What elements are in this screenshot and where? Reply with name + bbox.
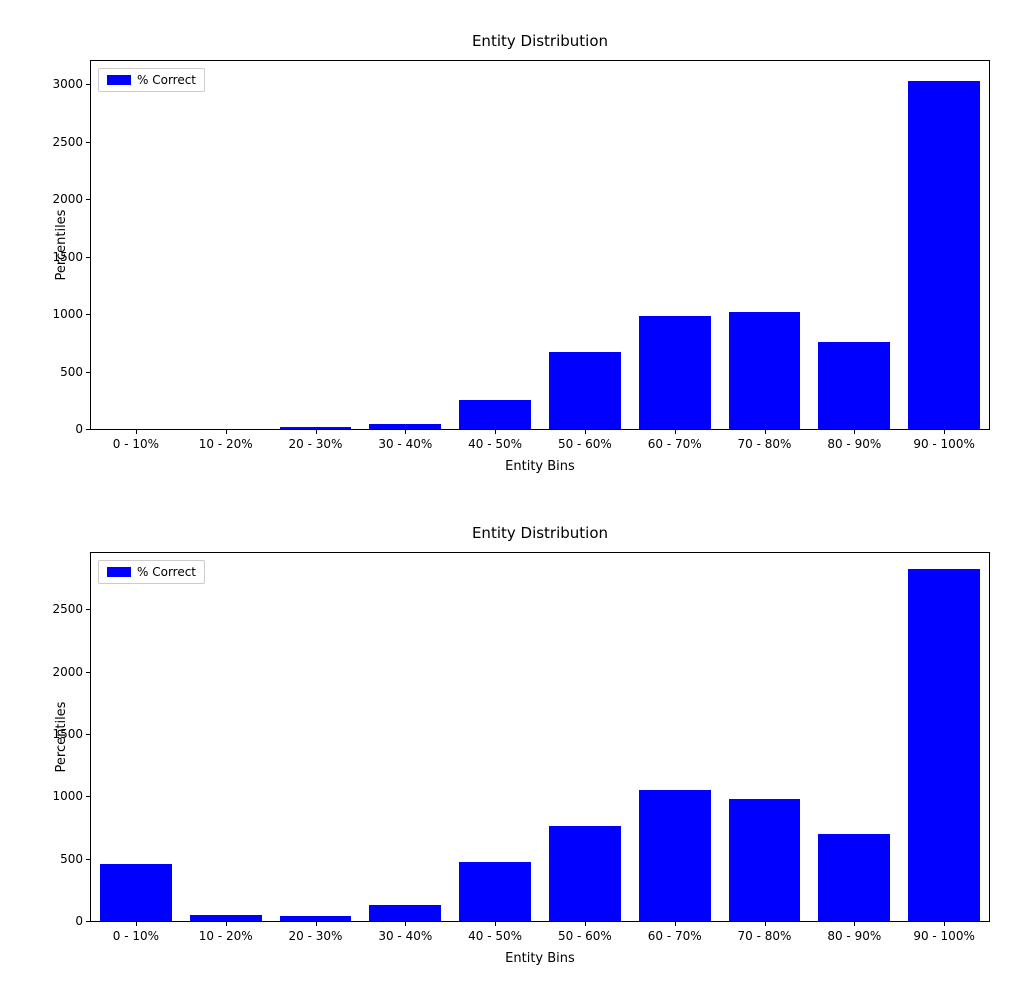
y-axis-label: Percentiles — [54, 210, 69, 281]
plot-area: 0500100015002000250030000 - 10%10 - 20%2… — [90, 60, 990, 430]
x-tick-mark — [316, 429, 317, 434]
x-tick-mark — [136, 921, 137, 926]
bar — [729, 799, 801, 921]
y-tick-label: 2000 — [52, 665, 83, 679]
x-tick-label: 70 - 80% — [738, 437, 792, 451]
x-tick-label: 10 - 20% — [199, 437, 253, 451]
x-tick-label: 70 - 80% — [738, 929, 792, 943]
x-tick-label: 20 - 30% — [289, 929, 343, 943]
y-tick-label: 2000 — [52, 192, 83, 206]
x-tick-label: 0 - 10% — [113, 437, 159, 451]
bar — [639, 316, 711, 429]
chart-title: Entity Distribution — [90, 524, 990, 542]
legend-swatch — [107, 567, 131, 577]
bar — [729, 312, 801, 429]
x-tick-mark — [944, 921, 945, 926]
bar — [908, 569, 980, 921]
bar — [459, 400, 531, 429]
y-tick-mark — [86, 734, 91, 735]
x-tick-label: 40 - 50% — [468, 929, 522, 943]
x-tick-label: 90 - 100% — [913, 929, 975, 943]
x-tick-mark — [226, 921, 227, 926]
bar — [549, 826, 621, 921]
figure: Entity Distribution 05001000150020002500… — [0, 0, 1024, 982]
bar — [908, 81, 980, 429]
y-tick-label: 3000 — [52, 77, 83, 91]
bar — [818, 834, 890, 921]
bar — [639, 790, 711, 921]
x-tick-mark — [585, 921, 586, 926]
y-tick-mark — [86, 142, 91, 143]
x-tick-mark — [675, 921, 676, 926]
x-tick-label: 90 - 100% — [913, 437, 975, 451]
y-tick-label: 500 — [60, 365, 83, 379]
y-tick-mark — [86, 429, 91, 430]
y-tick-label: 2500 — [52, 602, 83, 616]
y-tick-label: 1000 — [52, 789, 83, 803]
subplot-bottom: Entity Distribution 05001000150020002500… — [90, 552, 990, 922]
x-tick-label: 0 - 10% — [113, 929, 159, 943]
subplot-top: Entity Distribution 05001000150020002500… — [90, 60, 990, 430]
x-tick-label: 60 - 70% — [648, 437, 702, 451]
y-tick-label: 2500 — [52, 135, 83, 149]
y-tick-label: 500 — [60, 852, 83, 866]
bar — [818, 342, 890, 429]
y-tick-mark — [86, 314, 91, 315]
x-tick-mark — [495, 921, 496, 926]
x-tick-mark — [675, 429, 676, 434]
x-axis-label: Entity Bins — [90, 951, 990, 966]
bar — [459, 862, 531, 921]
y-tick-mark — [86, 859, 91, 860]
y-tick-mark — [86, 257, 91, 258]
x-axis-label: Entity Bins — [90, 459, 990, 474]
y-tick-mark — [86, 796, 91, 797]
legend: % Correct — [98, 560, 205, 584]
x-tick-mark — [854, 429, 855, 434]
legend-label: % Correct — [137, 565, 196, 579]
x-tick-label: 20 - 30% — [289, 437, 343, 451]
legend-label: % Correct — [137, 73, 196, 87]
chart-title: Entity Distribution — [90, 32, 990, 50]
x-tick-label: 10 - 20% — [199, 929, 253, 943]
y-tick-mark — [86, 84, 91, 85]
legend: % Correct — [98, 68, 205, 92]
x-tick-label: 30 - 40% — [378, 437, 432, 451]
x-tick-mark — [405, 921, 406, 926]
x-tick-label: 80 - 90% — [827, 929, 881, 943]
y-tick-label: 0 — [75, 422, 83, 436]
bar — [100, 864, 172, 921]
bar — [369, 905, 441, 921]
legend-swatch — [107, 75, 131, 85]
x-tick-label: 60 - 70% — [648, 929, 702, 943]
bar — [549, 352, 621, 429]
x-tick-mark — [226, 429, 227, 434]
x-tick-mark — [495, 429, 496, 434]
y-tick-mark — [86, 609, 91, 610]
x-tick-label: 50 - 60% — [558, 437, 612, 451]
y-tick-mark — [86, 199, 91, 200]
y-tick-label: 1000 — [52, 307, 83, 321]
x-tick-mark — [944, 429, 945, 434]
x-tick-label: 30 - 40% — [378, 929, 432, 943]
x-tick-mark — [405, 429, 406, 434]
y-tick-mark — [86, 672, 91, 673]
x-tick-mark — [316, 921, 317, 926]
x-tick-mark — [854, 921, 855, 926]
x-tick-mark — [585, 429, 586, 434]
x-tick-mark — [136, 429, 137, 434]
y-tick-mark — [86, 921, 91, 922]
x-tick-label: 40 - 50% — [468, 437, 522, 451]
x-tick-label: 50 - 60% — [558, 929, 612, 943]
plot-area: 050010001500200025000 - 10%10 - 20%20 - … — [90, 552, 990, 922]
x-tick-mark — [765, 921, 766, 926]
y-tick-mark — [86, 372, 91, 373]
x-tick-label: 80 - 90% — [827, 437, 881, 451]
y-tick-label: 0 — [75, 914, 83, 928]
y-axis-label: Percentiles — [54, 702, 69, 773]
x-tick-mark — [765, 429, 766, 434]
